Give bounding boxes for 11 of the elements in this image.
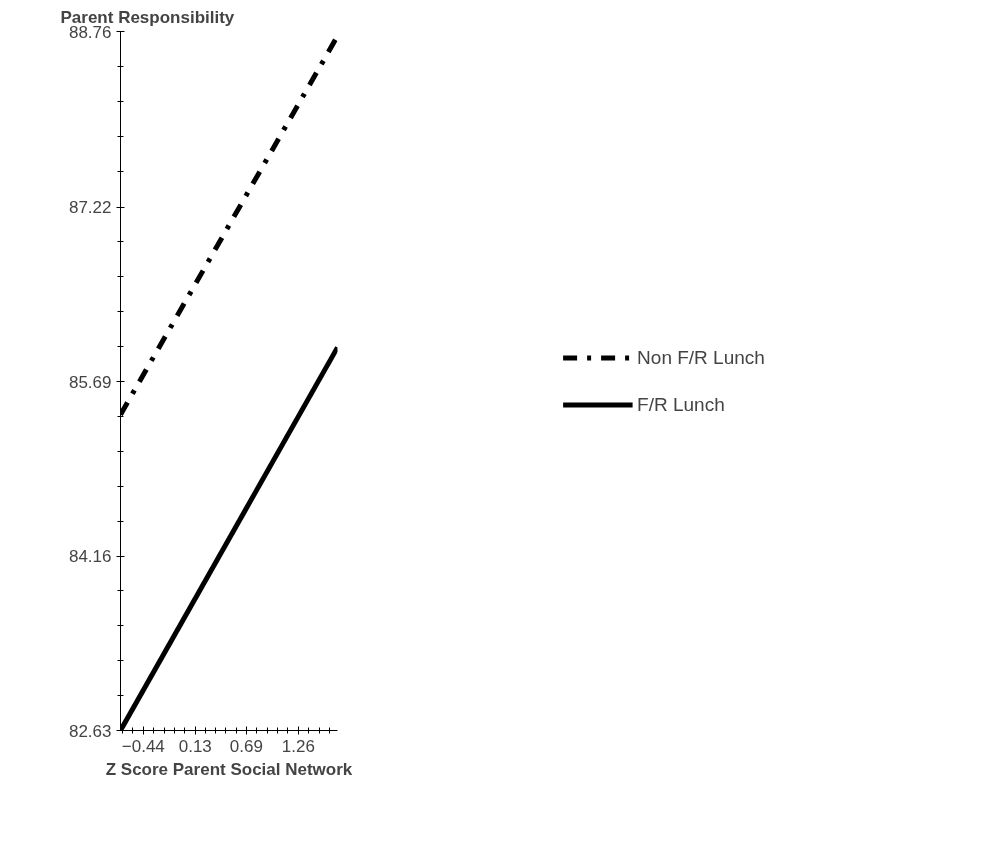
x-tick-label: −0.44 bbox=[121, 736, 165, 756]
y-tick-label: 82.63 bbox=[68, 721, 112, 741]
y-tick-label: 87.22 bbox=[68, 198, 112, 218]
x-tick-label: 0.13 bbox=[178, 736, 212, 756]
legend-label: Non F/R Lunch bbox=[637, 346, 765, 368]
y-tick-label: 84.16 bbox=[68, 547, 112, 567]
y-tick-label: 85.69 bbox=[68, 372, 112, 392]
x-tick-label: 1.26 bbox=[281, 736, 315, 756]
x-tick-label: 0.69 bbox=[229, 736, 263, 756]
x-axis-title: Z Score Parent Social Network bbox=[105, 759, 353, 779]
legend-label: F/R Lunch bbox=[637, 393, 725, 415]
